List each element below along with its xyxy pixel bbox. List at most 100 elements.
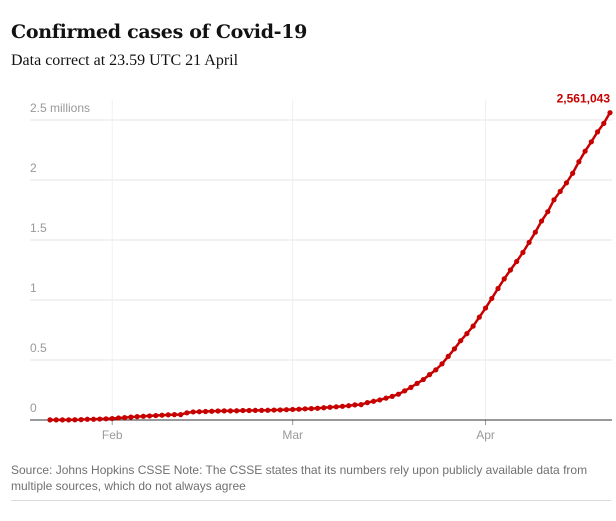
data-point — [358, 402, 364, 408]
data-point — [346, 403, 352, 409]
data-point — [377, 397, 383, 403]
data-point — [90, 416, 97, 422]
data-point — [171, 412, 178, 418]
y-tick-label: 2.5 millions — [30, 101, 90, 115]
data-point — [333, 404, 339, 410]
data-point — [296, 406, 302, 412]
data-point — [458, 338, 464, 344]
data-point — [78, 417, 84, 423]
data-point — [109, 415, 115, 422]
data-point — [563, 180, 570, 186]
source-note: Source: Johns Hopkins CSSE Note: The CSS… — [11, 463, 588, 493]
data-point — [321, 405, 327, 411]
series-line — [50, 112, 612, 422]
data-point — [115, 415, 122, 421]
data-point — [501, 276, 507, 282]
data-point — [271, 407, 277, 413]
data-point — [433, 367, 439, 373]
data-point — [507, 267, 514, 273]
data-point — [47, 417, 53, 423]
data-point — [302, 406, 308, 412]
value-label: 2,561,043 — [557, 92, 611, 106]
data-point — [196, 409, 202, 415]
data-point — [140, 413, 146, 419]
data-point — [66, 417, 72, 423]
data-point — [514, 258, 520, 265]
data-point — [277, 407, 283, 413]
data-point — [582, 148, 588, 154]
data-point — [122, 415, 128, 421]
y-tick-label: 1.5 — [30, 221, 47, 235]
data-point — [190, 409, 196, 415]
data-point — [352, 402, 358, 408]
footer-rule — [11, 500, 611, 501]
data-point — [290, 406, 296, 413]
data-point — [178, 412, 184, 418]
data-point — [240, 407, 246, 414]
data-point — [594, 129, 601, 135]
data-point — [470, 323, 476, 329]
data-point — [532, 229, 538, 235]
data-point — [439, 361, 445, 367]
data-point — [426, 372, 433, 378]
data-point — [227, 408, 234, 414]
data-point — [395, 391, 402, 397]
data-point — [364, 400, 370, 406]
data-point — [252, 407, 258, 413]
data-point — [97, 416, 103, 422]
data-point — [234, 408, 240, 414]
data-point — [314, 405, 321, 411]
data-point — [476, 314, 482, 320]
data-point — [495, 285, 501, 292]
data-point — [538, 218, 545, 224]
data-point — [464, 331, 470, 337]
x-tick-label: Apr — [476, 428, 495, 442]
data-point — [383, 395, 389, 401]
data-point — [159, 412, 165, 418]
x-tick-label: Mar — [282, 428, 303, 442]
data-point — [402, 388, 408, 394]
data-point — [327, 404, 333, 410]
data-point — [202, 408, 209, 415]
y-tick-label: 0.5 — [30, 341, 47, 355]
data-point — [601, 120, 607, 126]
data-point — [165, 412, 171, 418]
data-point — [59, 417, 66, 423]
data-point — [557, 188, 563, 194]
data-point — [489, 295, 495, 302]
data-point — [265, 407, 271, 413]
data-point — [570, 170, 576, 176]
data-point — [146, 413, 153, 419]
data-point — [84, 416, 90, 422]
data-point — [184, 410, 190, 416]
data-point — [246, 407, 252, 414]
data-point — [588, 139, 594, 145]
data-point — [482, 305, 489, 311]
data-point — [103, 416, 109, 422]
data-point — [221, 408, 227, 414]
data-point — [545, 209, 551, 215]
data-point — [209, 408, 215, 414]
data-point — [420, 376, 426, 383]
data-point — [408, 384, 414, 390]
data-point — [576, 159, 582, 165]
data-point — [445, 353, 451, 359]
data-point — [389, 393, 395, 399]
data-point — [370, 398, 377, 404]
data-point — [134, 414, 140, 420]
chart-title: Confirmed cases of Covid-19 — [11, 21, 308, 43]
data-point — [526, 239, 532, 245]
data-point — [128, 414, 134, 420]
data-point — [215, 408, 221, 414]
data-point — [520, 249, 526, 256]
data-point — [551, 197, 557, 203]
data-point — [283, 407, 290, 413]
data-point — [72, 417, 78, 423]
data-point — [607, 110, 613, 116]
y-tick-label: 1 — [30, 281, 37, 295]
chart-subtitle: Data correct at 23.59 UTC 21 April — [11, 52, 239, 69]
x-tick-label: Feb — [102, 428, 123, 442]
data-point — [414, 380, 420, 386]
